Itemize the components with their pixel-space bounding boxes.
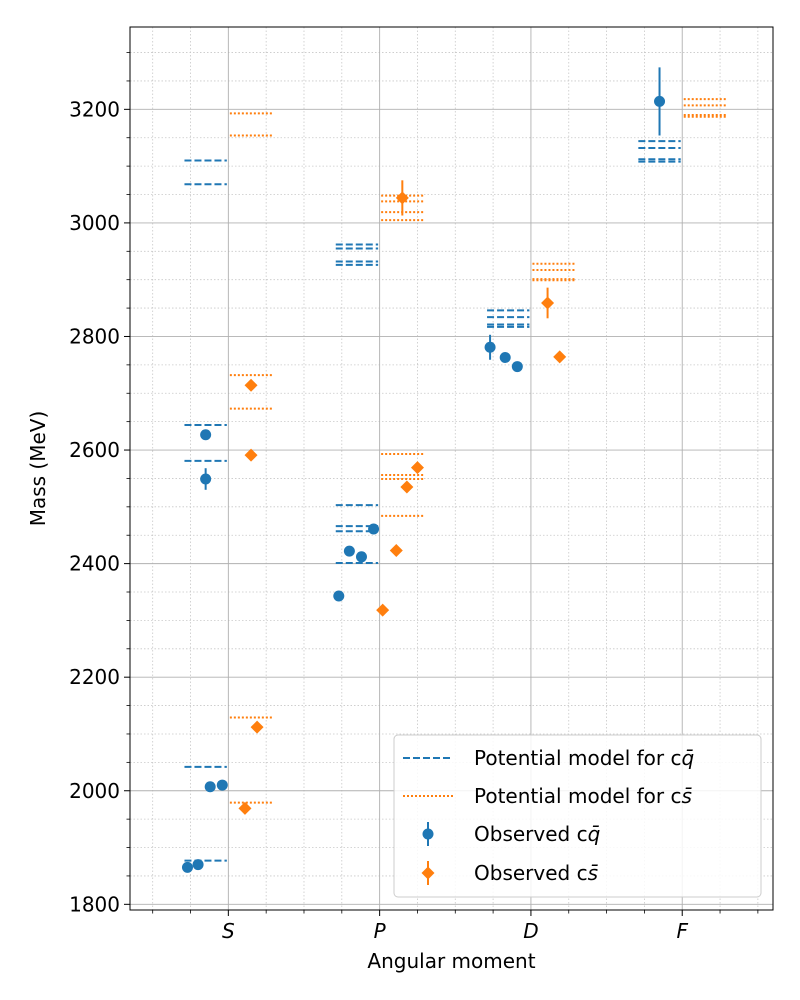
x-tick-label: S <box>222 919 235 943</box>
y-tick-label: 2200 <box>69 665 120 689</box>
observed-cq-point <box>204 781 216 793</box>
observed-cq-point <box>654 95 666 107</box>
observed-cs-point <box>244 378 258 392</box>
observed-cs-point <box>400 480 414 494</box>
legend-box <box>393 734 762 898</box>
legend-swatch-observed-cq <box>422 828 434 840</box>
observed-cs-point <box>389 544 403 558</box>
y-axis-label: Mass (MeV) <box>26 411 50 527</box>
legend-swatch-observed-cs <box>421 866 435 880</box>
y-tick-label: 3000 <box>69 211 120 235</box>
observed-cq-point <box>343 545 355 557</box>
observed-cs-point <box>238 801 252 815</box>
legend-label-model_cs: Potential model for cs̄ <box>474 784 692 808</box>
observed-cq-point <box>216 779 228 791</box>
observed-cq-point <box>181 861 193 873</box>
observed-cq-point <box>192 859 204 871</box>
y-tick-label: 2800 <box>69 324 120 348</box>
observed-cq-point <box>368 523 380 535</box>
observed-cs-point <box>410 461 424 475</box>
observations <box>181 67 666 873</box>
observed-cs-point <box>395 191 409 205</box>
legend: Potential model for cq̄ Potential model f… <box>393 734 762 898</box>
observed-cs-point <box>553 350 567 364</box>
x-axis-label: Angular moment <box>367 949 535 973</box>
observed-cq-point <box>200 429 212 441</box>
observed-cs-point <box>244 448 258 462</box>
x-tick-label: P <box>374 919 387 943</box>
legend-label-obs_cs: Observed cs̄ <box>474 861 598 885</box>
major-grid <box>130 27 773 910</box>
observed-cq-point <box>200 473 212 485</box>
y-tick-label: 2400 <box>69 552 120 576</box>
observed-cq-point <box>355 551 367 563</box>
ticks <box>124 52 759 916</box>
observed-cs-point <box>250 720 264 734</box>
observed-cs-point <box>376 603 390 617</box>
y-tick-label: 2000 <box>69 779 120 803</box>
legend-label-obs_cq: Observed cq̄ <box>474 822 600 846</box>
y-tick-label: 3200 <box>69 97 120 121</box>
x-tick-label: F <box>676 919 688 943</box>
observed-cq-point <box>499 351 511 363</box>
observed-cs-point <box>541 296 555 310</box>
plot-frame <box>129 26 774 911</box>
tick-labels: 1800 2000 2200 2400 2600 2800 3000 3200 S P D F <box>69 97 688 943</box>
observed-cq-point <box>484 341 496 353</box>
y-tick-label: 1800 <box>69 892 120 916</box>
x-tick-label: D <box>523 919 538 943</box>
observed-cq-point <box>333 590 345 602</box>
legend-label-model_cq: Potential model for cq̄ <box>474 746 694 770</box>
y-tick-label: 2600 <box>69 438 120 462</box>
observed-cq-point <box>511 361 523 373</box>
